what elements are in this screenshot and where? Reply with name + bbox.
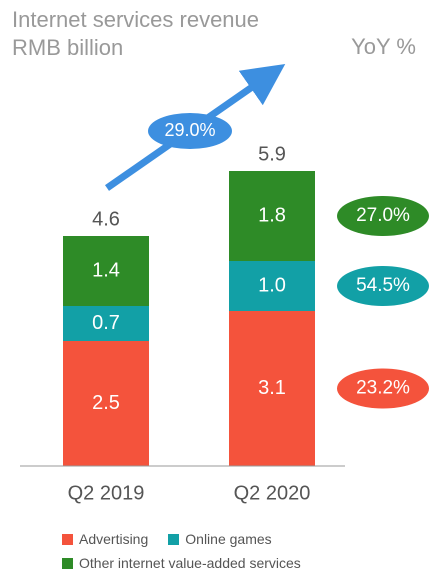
bar-value-label-0-0: 2.5 (92, 392, 120, 414)
yoy-badge-label-2: 27.0% (356, 205, 410, 226)
title-line-2: RMB billion (12, 35, 124, 60)
legend-label-0: Advertising (79, 531, 149, 547)
legend-item-0: Advertising (62, 531, 148, 547)
bar-segment-0-1 (63, 306, 149, 341)
bar-value-label-0-1: 0.7 (92, 312, 120, 334)
yoy-badge-label-1: 54.5% (356, 275, 410, 296)
bar-value-label-0-2: 1.4 (92, 259, 120, 281)
yoy-badge-0 (337, 368, 429, 409)
yoy-badge-label-0: 23.2% (356, 378, 410, 399)
yoy-badge-2 (337, 196, 429, 236)
x-tick-label-0: Q2 2019 (68, 482, 145, 504)
x-tick-label-1: Q2 2020 (234, 482, 311, 504)
bar-value-label-1-0: 3.1 (258, 377, 286, 399)
title-line-1: Internet services revenue (12, 7, 260, 32)
yoy-header: YoY % (351, 34, 416, 59)
legend: Advertising Online games Other internet v… (62, 527, 321, 575)
growth-badge (148, 113, 232, 149)
bar-segment-1-1 (229, 261, 315, 311)
bar-total-label-0: 4.6 (92, 208, 120, 230)
bar-value-label-1-1: 1.0 (258, 274, 286, 296)
legend-swatch-0 (62, 533, 73, 545)
legend-item-2: Other internet value-added services (62, 555, 301, 571)
legend-item-1: Online games (168, 531, 272, 547)
growth-badge-label: 29.0% (164, 120, 215, 140)
legend-label-2: Other internet value-added services (79, 555, 301, 571)
bar-value-label-1-2: 1.8 (258, 204, 286, 226)
bar-segment-0-2 (63, 236, 149, 306)
bar-total-label-1: 5.9 (258, 143, 286, 165)
bar-segment-0-0 (63, 341, 149, 466)
legend-swatch-2 (62, 557, 73, 569)
legend-swatch-1 (168, 533, 180, 545)
bar-segment-1-2 (229, 171, 315, 261)
legend-label-1: Online games (185, 531, 272, 547)
chart-title: Internet services revenue RMB billion (12, 6, 259, 62)
yoy-badge-1 (337, 266, 429, 306)
stacked-bar-chart: 2.5 0.7 1.4 4.6 Q2 2019 3.1 1.0 1.8 5.9 Q2 2020 29… (20, 64, 429, 504)
bar-segment-1-0 (229, 311, 315, 466)
